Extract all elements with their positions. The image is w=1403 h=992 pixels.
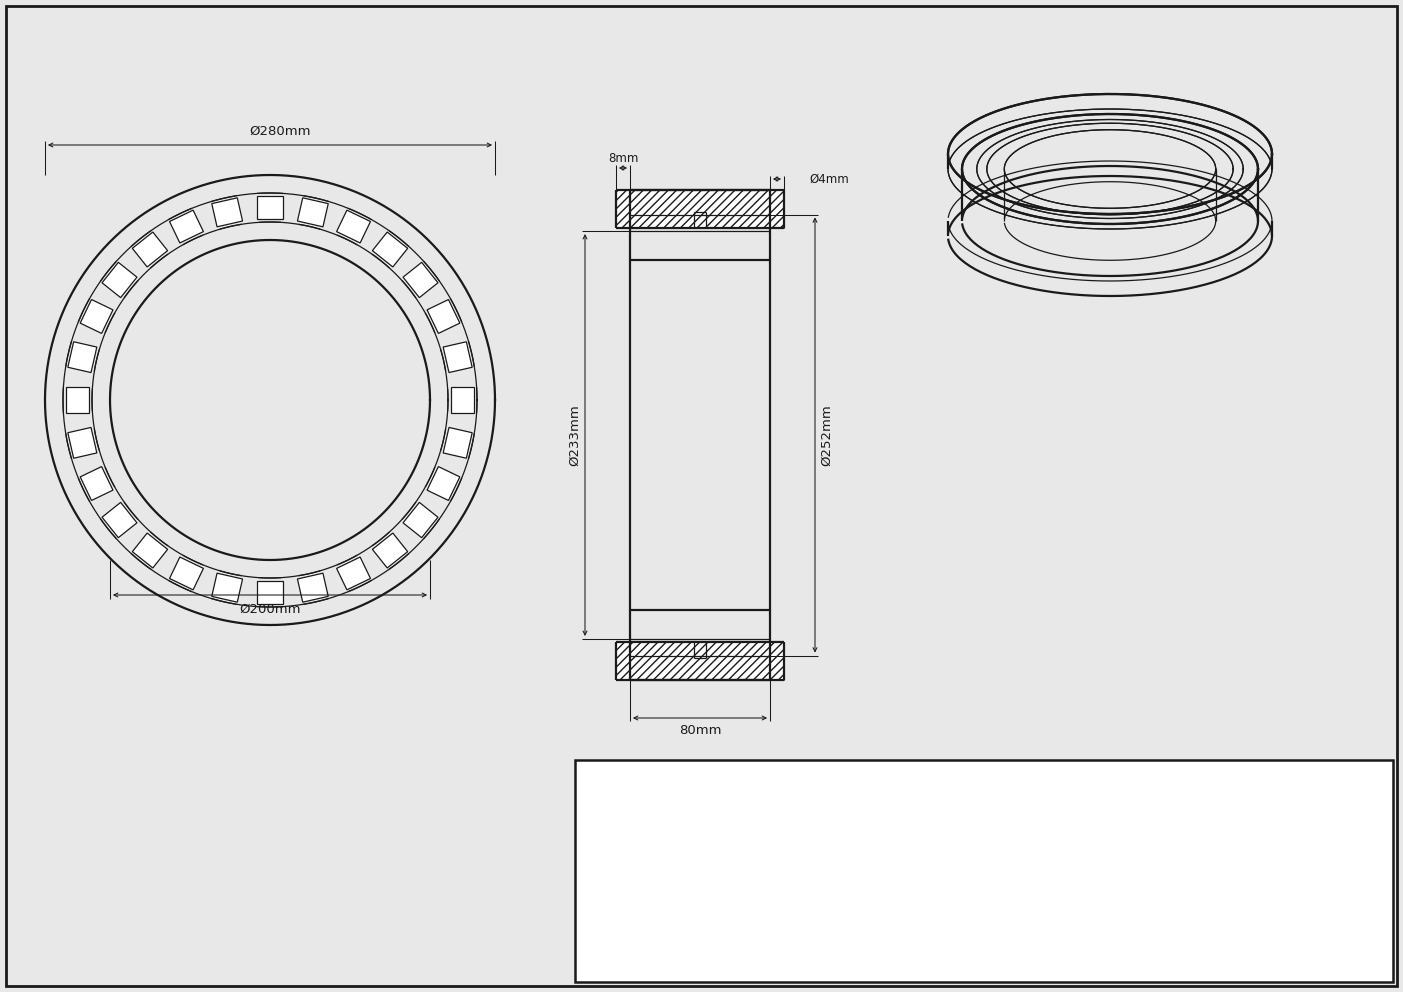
Text: Ø252mm: Ø252mm [821, 404, 833, 466]
Polygon shape [170, 558, 203, 590]
Text: Email: lilybearing@lily-bearing.com: Email: lilybearing@lily-bearing.com [944, 821, 1166, 834]
Text: NNCF 4940 CV: NNCF 4940 CV [976, 910, 1134, 929]
Polygon shape [297, 197, 328, 227]
Text: Ø280mm: Ø280mm [250, 125, 310, 138]
Text: Ø200mm: Ø200mm [240, 602, 300, 615]
Polygon shape [212, 573, 243, 602]
Text: 8mm: 8mm [607, 152, 638, 165]
Polygon shape [67, 342, 97, 373]
Text: LILY: LILY [598, 798, 687, 838]
Polygon shape [212, 197, 243, 227]
Polygon shape [443, 428, 473, 458]
Text: Number: Number [619, 929, 675, 943]
Bar [616, 190, 784, 228]
Polygon shape [102, 262, 137, 298]
Polygon shape [337, 558, 370, 590]
Text: SHANGHAI LILY BEARING LIMITED: SHANGHAI LILY BEARING LIMITED [912, 802, 1198, 816]
Polygon shape [403, 502, 438, 538]
Bar [575, 760, 1393, 982]
Text: Ø4mm: Ø4mm [810, 173, 849, 186]
Polygon shape [66, 387, 90, 413]
Polygon shape [372, 232, 408, 267]
Ellipse shape [962, 114, 1258, 224]
Polygon shape [257, 195, 283, 219]
Text: Part: Part [633, 913, 661, 927]
Polygon shape [443, 342, 473, 373]
Polygon shape [372, 533, 408, 568]
Polygon shape [132, 533, 167, 568]
Text: Ø233mm: Ø233mm [568, 404, 581, 466]
Text: Cylindrical Roller Bearings: Cylindrical Roller Bearings [964, 930, 1146, 944]
Polygon shape [427, 300, 460, 333]
Polygon shape [80, 300, 114, 333]
Polygon shape [257, 580, 283, 604]
Polygon shape [427, 466, 460, 501]
Polygon shape [67, 428, 97, 458]
Bar [616, 642, 784, 680]
Polygon shape [170, 210, 203, 243]
Text: 80mm: 80mm [679, 723, 721, 736]
Polygon shape [403, 262, 438, 298]
Text: ®: ® [683, 797, 694, 807]
Polygon shape [80, 466, 114, 501]
Polygon shape [297, 573, 328, 602]
Polygon shape [450, 387, 474, 413]
Polygon shape [337, 210, 370, 243]
Polygon shape [132, 232, 167, 267]
Polygon shape [102, 502, 137, 538]
